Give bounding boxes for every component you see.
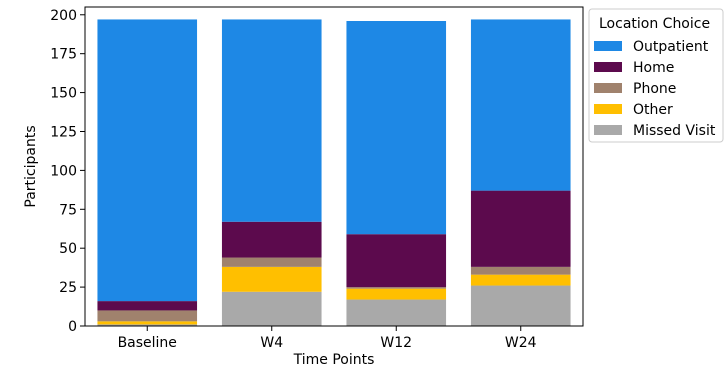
legend-label-phone: Phone xyxy=(633,81,676,97)
y-tick-label: 150 xyxy=(50,86,77,102)
bar-w4-other xyxy=(221,266,322,292)
legend-label-home: Home xyxy=(633,60,674,76)
bar-w12-other xyxy=(346,288,447,300)
bar-w24-outpatient xyxy=(470,19,571,191)
bar-w4-outpatient xyxy=(221,19,322,222)
bar-w24-home xyxy=(470,190,571,267)
bar-w4-missed-visit xyxy=(221,291,322,326)
x-axis: Baseline W4 W12 W24 xyxy=(118,326,537,351)
y-axis-title: Participants xyxy=(23,125,39,207)
y-tick-label: 50 xyxy=(59,241,77,257)
legend-items: Outpatient Home Phone Other Missed Visit xyxy=(594,39,716,139)
y-tick-label: 100 xyxy=(50,163,77,179)
x-tick-label: Baseline xyxy=(118,335,177,351)
legend-label-outpatient: Outpatient xyxy=(633,39,709,55)
x-tick-label: W4 xyxy=(260,335,283,351)
y-tick-label: 200 xyxy=(50,8,77,24)
legend-swatch-phone xyxy=(594,83,622,93)
bar-w12-outpatient xyxy=(346,21,447,235)
legend-swatch-outpatient xyxy=(594,41,622,51)
legend-title: Location Choice xyxy=(599,16,710,32)
bar-w12-home xyxy=(346,234,447,288)
y-tick-label: 75 xyxy=(59,202,77,218)
x-tick-label: W12 xyxy=(380,335,412,351)
bar-baseline-home xyxy=(97,301,198,311)
legend-swatch-other xyxy=(594,104,622,114)
bars-layer xyxy=(97,19,571,326)
bar-w12-phone xyxy=(346,287,447,289)
bar-w24-other xyxy=(470,274,571,286)
y-tick-label: 175 xyxy=(50,47,77,63)
legend-frame xyxy=(588,8,724,143)
bar-w4-phone xyxy=(221,257,322,267)
x-axis-title: Time Points xyxy=(293,352,375,368)
bar-baseline-other xyxy=(97,321,198,325)
bar-baseline-phone xyxy=(97,310,198,322)
plot-frame xyxy=(84,6,584,327)
y-tick-label: 125 xyxy=(50,124,77,140)
bar-baseline-outpatient xyxy=(97,19,198,302)
legend-label-other: Other xyxy=(633,102,673,118)
legend: Location Choice Outpatient Home Phone Other… xyxy=(588,8,724,143)
bar-w24-missed-visit xyxy=(470,285,571,326)
legend-swatch-home xyxy=(594,62,622,72)
legend-swatch-missed-visit xyxy=(594,125,622,135)
bar-baseline-missed-visit xyxy=(97,324,198,326)
y-axis: 0 25 50 75 100 125 150 175 200 xyxy=(50,8,85,335)
legend-label-missed-visit: Missed Visit xyxy=(633,123,716,139)
bar-w24-phone xyxy=(470,266,571,275)
bar-w12-missed-visit xyxy=(346,299,447,326)
x-tick-label: W24 xyxy=(505,335,537,351)
y-tick-label: 0 xyxy=(68,319,77,335)
bar-w4-home xyxy=(221,221,322,258)
y-tick-label: 25 xyxy=(59,280,77,296)
